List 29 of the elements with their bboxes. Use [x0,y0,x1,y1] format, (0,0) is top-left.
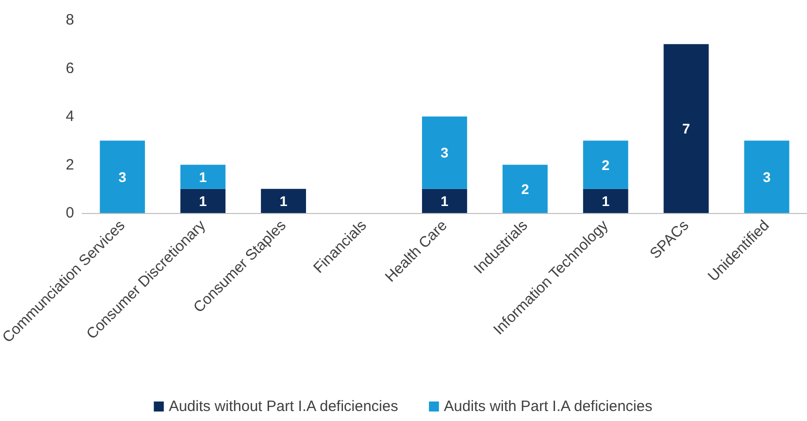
bar [422,116,468,189]
bar [502,164,548,213]
y-tick-label: 0 [66,204,74,222]
data-label: 2 [521,180,530,197]
data-label: 2 [602,156,610,173]
legend-label: Audits with Part I.A deficiencies [444,398,652,415]
bar [422,188,468,213]
y-tick-label: 6 [66,60,74,77]
y-tick-label: 8 [66,12,74,28]
data-label: 1 [199,168,208,185]
bar [664,44,709,213]
data-label: 1 [440,192,449,209]
data-label: 1 [602,192,610,209]
data-label: 1 [280,192,288,209]
bar [583,188,628,213]
y-tick-label: 2 [66,156,74,174]
data-label: 3 [118,168,126,185]
legend-label: Audits without Part I.A deficiencies [168,398,398,415]
data-label: 1 [199,192,208,209]
bar [260,188,306,213]
bar [180,164,226,189]
y-tick-label: 4 [66,108,74,125]
data-label: 3 [762,168,771,185]
bar [744,140,790,213]
bar [180,188,226,213]
bar [100,140,145,213]
data-label: 3 [440,144,449,161]
bar [583,140,628,189]
data-label: 7 [682,120,690,137]
